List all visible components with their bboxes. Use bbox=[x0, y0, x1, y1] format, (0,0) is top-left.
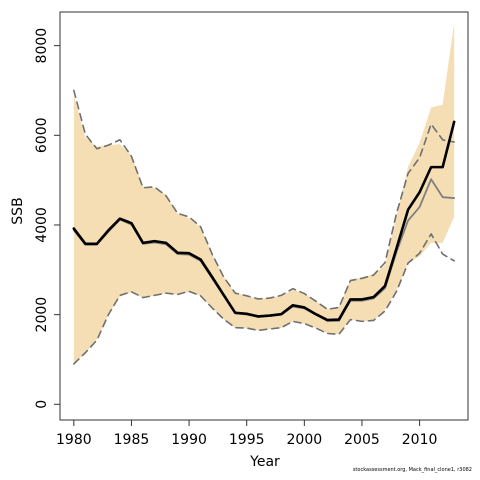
estimate-line bbox=[72, 120, 456, 322]
x-tick-label: 2010 bbox=[402, 432, 438, 448]
x-tick-label: 1985 bbox=[114, 432, 150, 448]
x-tick-label: 1980 bbox=[56, 432, 92, 448]
previous-lower-line bbox=[73, 233, 455, 365]
y-tick-label: 2000 bbox=[34, 297, 50, 333]
x-tick-label: 1990 bbox=[171, 432, 207, 448]
axes: 1980 1985 1990 1995 2000 2005 2010 0 2000 4000 600… bbox=[34, 11, 469, 448]
plot-area bbox=[72, 23, 456, 365]
x-tick-label: 1995 bbox=[229, 432, 265, 448]
confidence-band bbox=[73, 23, 455, 364]
y-tick-label: 8000 bbox=[34, 28, 50, 64]
y-tick-label: 6000 bbox=[34, 117, 50, 153]
y-tick-label: 4000 bbox=[34, 207, 50, 243]
x-axis-title: Year bbox=[249, 454, 280, 470]
y-axis-title: SSB bbox=[10, 197, 26, 224]
x-tick-label: 2005 bbox=[344, 432, 380, 448]
plot-frame bbox=[59, 11, 469, 421]
previous-upper-line bbox=[73, 89, 455, 311]
footnote: stockassessment.org, Mack_final_clone1, … bbox=[352, 467, 472, 473]
y-tick-label: 0 bbox=[34, 400, 50, 409]
x-tick-label: 2000 bbox=[287, 432, 323, 448]
